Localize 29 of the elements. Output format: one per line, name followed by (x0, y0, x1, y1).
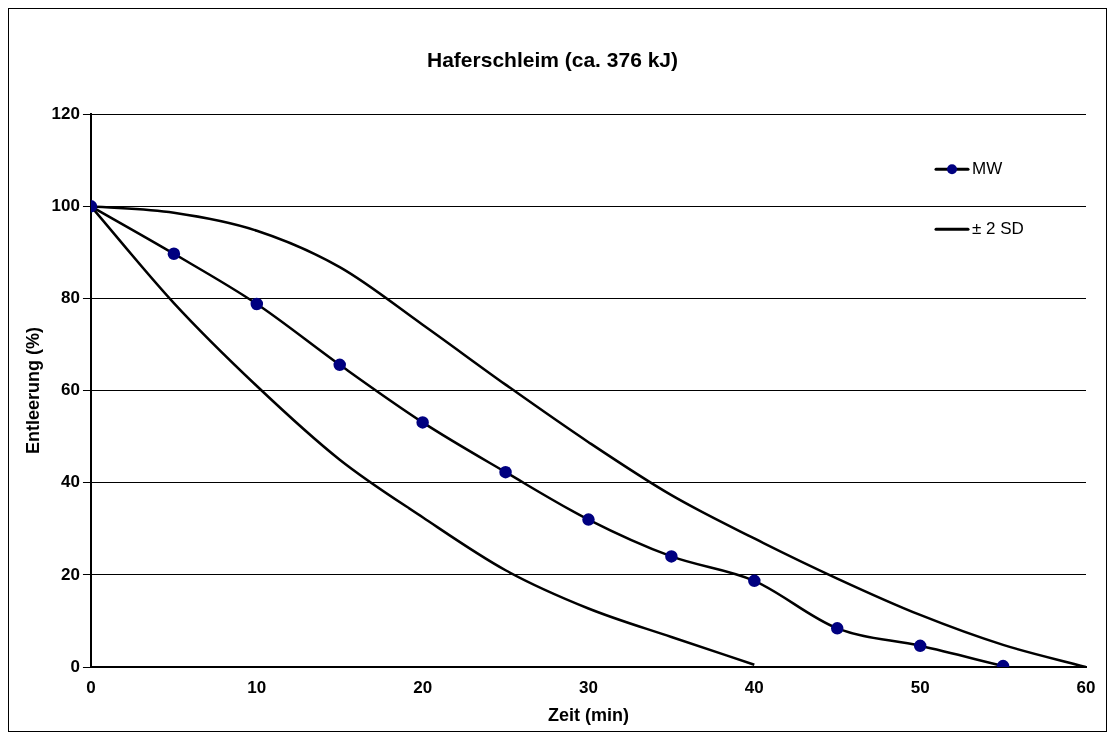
x-tick-label: 10 (247, 677, 267, 697)
y-tick-label: 20 (61, 564, 80, 584)
x-tick-label: 60 (1076, 677, 1096, 697)
y-axis-title: Entleerung (%) (22, 327, 43, 455)
chart-title: Haferschleim (ca. 376 kJ) (427, 48, 678, 72)
x-tick-label: 50 (910, 677, 930, 697)
point (250, 297, 264, 311)
x-tick-label: 0 (86, 677, 96, 697)
point (913, 639, 927, 653)
point (167, 247, 181, 261)
y-tick-label: 120 (51, 103, 80, 123)
x-tick-label: 40 (744, 677, 764, 697)
point (830, 622, 844, 635)
y-tick-label: 80 (61, 288, 80, 308)
y-tick-label: 40 (61, 472, 80, 492)
y-tick-label: 100 (51, 196, 80, 216)
x-axis-title: Zeit (min) (547, 705, 629, 726)
point (665, 550, 678, 563)
x-tick-label: 30 (579, 677, 598, 697)
point (499, 465, 512, 479)
point (416, 416, 429, 429)
x-tick-label: 20 (413, 677, 433, 697)
y-tick-label: 0 (70, 656, 80, 676)
point (748, 574, 761, 588)
point (582, 513, 595, 526)
legend-label: ± 2 SD (972, 218, 1024, 238)
point (333, 358, 346, 372)
y-tick-label: 60 (61, 380, 80, 400)
legend-label: MW (972, 158, 1003, 178)
